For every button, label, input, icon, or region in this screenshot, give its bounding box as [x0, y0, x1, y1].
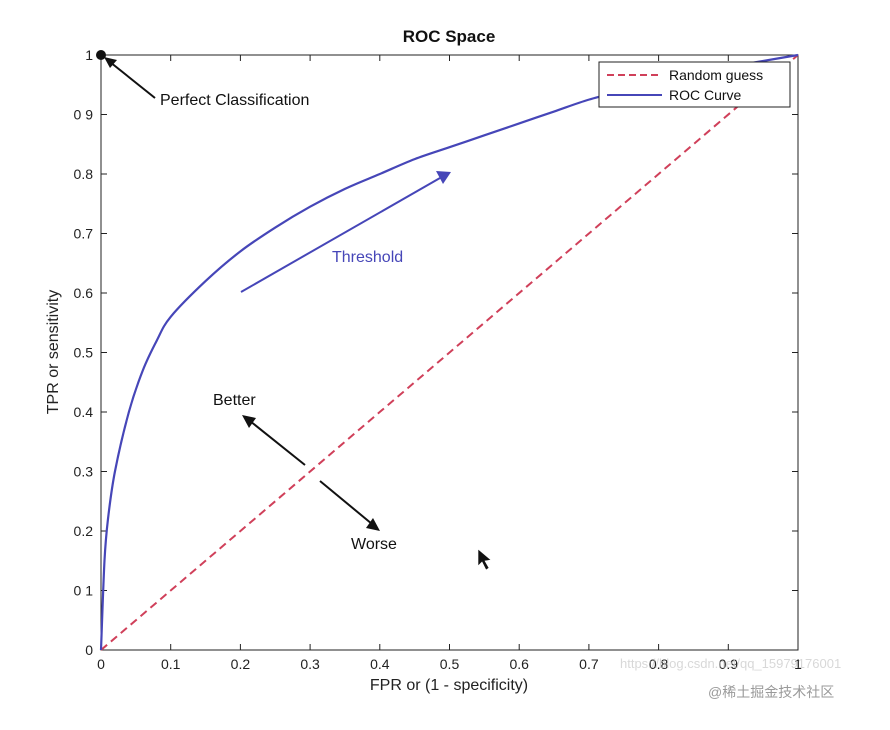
better-arrowhead — [242, 415, 256, 428]
legend-label-roc-curve: ROC Curve — [669, 87, 742, 103]
y-tick-label: 0.7 — [74, 226, 94, 242]
x-tick-label: 0.6 — [509, 656, 529, 672]
faint-url-watermark: https://blog.csdn.net/qq_15979176001 — [620, 656, 841, 671]
annotation-better: Better — [213, 392, 256, 409]
y-tick-label: 0.8 — [74, 166, 94, 182]
y-tick-label: 0.2 — [74, 523, 94, 539]
y-tick-label: 0.5 — [74, 345, 94, 361]
y-tick-label: 0.3 — [74, 464, 94, 480]
x-tick-label: 0.4 — [370, 656, 390, 672]
series-random-guess-line — [100, 54, 799, 651]
x-axis-label: FPR or (1 - specificity) — [370, 677, 528, 694]
y-axis-label: TPR or sensitivity — [45, 290, 62, 414]
better-arrow — [249, 420, 306, 466]
x-tick-label: 0.3 — [300, 656, 320, 672]
x-tick-label: 0 — [97, 656, 105, 672]
legend-label-random-guess: Random guess — [669, 67, 763, 83]
mouse-cursor-icon — [477, 548, 492, 571]
x-tick-label: 0.2 — [231, 656, 251, 672]
chart-title: ROC Space — [403, 27, 496, 46]
x-tick-label: 1 — [794, 656, 802, 672]
y-tick-label: 0 9 — [74, 107, 94, 123]
y-axis-ticks: 0 0 1 0.2 0.3 0.4 0.5 0.6 0.7 0.8 0 9 1 — [74, 47, 798, 658]
threshold-arrow — [240, 177, 441, 293]
y-tick-label: 0.6 — [74, 285, 94, 301]
threshold-arrowhead — [436, 171, 451, 184]
legend-box — [598, 61, 791, 108]
y-tick-label: 0 1 — [74, 583, 94, 599]
worse-arrowhead — [366, 518, 380, 531]
y-tick-label: 0 — [85, 642, 93, 658]
y-tick-label: 0.4 — [74, 404, 94, 420]
x-tick-label: 0.7 — [579, 656, 599, 672]
annotation-threshold: Threshold — [332, 249, 403, 266]
x-tick-label: 0.5 — [440, 656, 460, 672]
annotation-perfect-classification: Perfect Classification — [160, 92, 309, 109]
perfect-classification-arrowhead — [104, 57, 117, 68]
perfect-classification-point — [96, 50, 106, 60]
x-axis-ticks: 0 0.1 0.2 0.3 0.4 0.5 0.6 0.7 0.8 0.9 1 — [97, 55, 802, 672]
x-tick-label: 0.1 — [161, 656, 181, 672]
x-tick-label: 0.8 — [649, 656, 669, 672]
worse-arrow — [319, 480, 373, 525]
perfect-classification-arrow — [109, 61, 156, 99]
watermark: @稀土掘金技术社区 — [708, 684, 834, 700]
annotation-worse: Worse — [351, 536, 397, 553]
y-tick-label: 1 — [85, 47, 93, 63]
legend: Random guess ROC Curve — [598, 61, 791, 108]
x-tick-label: 0.9 — [719, 656, 739, 672]
